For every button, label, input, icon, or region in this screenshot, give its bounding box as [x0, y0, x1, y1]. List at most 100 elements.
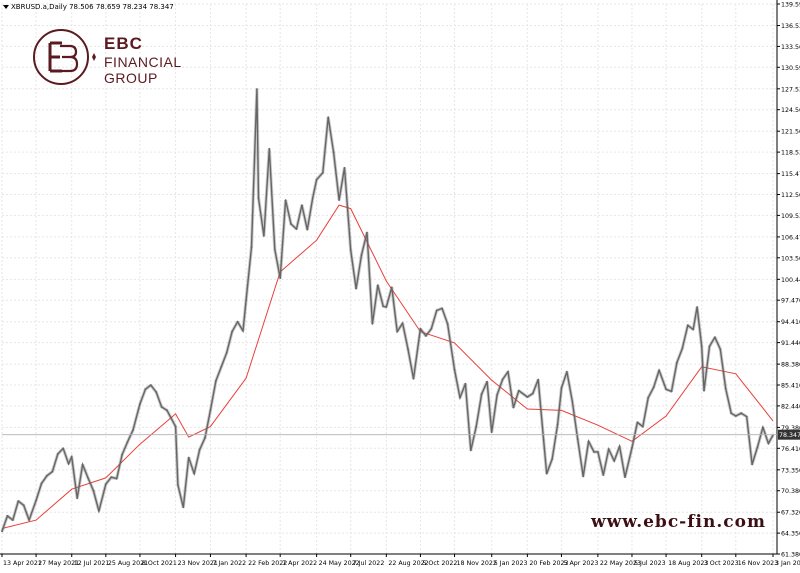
- x-tick-label: 22 Aug 2022: [388, 560, 428, 567]
- price-point: [571, 400, 574, 403]
- y-tick-label: 121.500: [781, 129, 800, 136]
- price-point: [376, 284, 379, 287]
- price-point: [412, 377, 415, 380]
- price-point: [81, 463, 84, 466]
- price-point: [385, 306, 388, 308]
- x-tick-label: 3 Jan 2024: [775, 560, 800, 567]
- y-tick-label: 136.530: [781, 23, 800, 30]
- price-point: [475, 425, 478, 428]
- price-point: [676, 361, 678, 364]
- price-point: [198, 448, 201, 451]
- price-point: [446, 323, 449, 325]
- price-point: [225, 351, 228, 354]
- price-point: [1, 530, 3, 533]
- price-point: [459, 396, 461, 399]
- price-point: [745, 415, 748, 418]
- price-point: [480, 393, 483, 396]
- price-point: [279, 277, 282, 280]
- y-tick-label: 100.440: [781, 277, 800, 284]
- y-tick-label: 70.380: [781, 488, 800, 495]
- price-point: [160, 406, 163, 408]
- price-point: [371, 323, 374, 325]
- x-tick-label: 12 Jul 2021: [74, 560, 110, 567]
- price-point: [284, 199, 287, 202]
- price-point: [250, 246, 253, 249]
- price-point: [92, 489, 95, 492]
- price-point: [215, 380, 217, 382]
- price-point: [486, 380, 488, 383]
- chart-symbol-header[interactable]: XBRUSD.a,Daily 78.506 78.659 78.234 78.3…: [3, 3, 174, 11]
- y-tick-label: 67.320: [781, 510, 800, 517]
- price-point: [537, 378, 540, 381]
- x-tick-label: 3 Oct 2023: [704, 560, 739, 567]
- price-point: [360, 254, 363, 256]
- y-tick-label: 103.500: [781, 255, 800, 262]
- price-point: [587, 440, 590, 443]
- price-point: [730, 412, 733, 415]
- x-tick-label: 27 May 2021: [38, 560, 79, 567]
- x-tick-label: 18 Aug 2023: [668, 560, 708, 567]
- moving-average-layer: [1, 204, 774, 529]
- price-point: [338, 199, 340, 202]
- price-point: [121, 453, 123, 456]
- y-tick-label: 73.350: [781, 467, 800, 474]
- x-tick-label: 22 Feb 2022: [248, 560, 287, 567]
- price-point: [245, 299, 248, 301]
- price-point: [696, 306, 698, 308]
- x-tick-label: 5 Jan 2023: [494, 560, 528, 567]
- price-point: [126, 441, 129, 443]
- price-point: [155, 391, 158, 393]
- price-point: [556, 423, 559, 426]
- y-tick-label: 82.440: [781, 403, 800, 410]
- price-point: [104, 483, 107, 486]
- price-point: [256, 88, 258, 90]
- price-point: [390, 286, 393, 289]
- price-point: [144, 388, 147, 391]
- x-tick-label: 5 Oct 2022: [422, 560, 457, 567]
- x-tick-label: 7 Jan 2022: [212, 560, 246, 567]
- price-point: [231, 330, 234, 333]
- price-point: [566, 370, 568, 373]
- price-point: [382, 305, 385, 308]
- y-tick-label: 115.470: [781, 171, 800, 178]
- x-tick-label: 5 Jul 2023: [634, 560, 666, 567]
- price-point: [512, 406, 515, 409]
- dropdown-arrow-icon[interactable]: [3, 5, 9, 9]
- price-point: [98, 510, 100, 512]
- price-point: [700, 345, 703, 348]
- price-point: [242, 330, 244, 332]
- price-point: [724, 387, 727, 390]
- y-tick-label: 94.410: [781, 319, 800, 326]
- price-point: [631, 446, 633, 449]
- price-point: [652, 386, 655, 389]
- price-point: [6, 515, 9, 517]
- price-point: [665, 388, 667, 391]
- price-point: [526, 396, 529, 398]
- price-point: [40, 482, 43, 485]
- y-tick-label: 85.410: [781, 383, 800, 390]
- price-point: [51, 470, 54, 473]
- price-point: [332, 151, 335, 154]
- y-tick-label: 130.590: [781, 65, 800, 72]
- y-tick-label: 112.500: [781, 192, 800, 199]
- price-point: [193, 472, 196, 475]
- price-point: [35, 499, 37, 502]
- price-point: [311, 197, 314, 199]
- price-point: [17, 500, 20, 502]
- price-point: [174, 425, 177, 428]
- price-point: [551, 458, 554, 460]
- price-point: [740, 412, 743, 415]
- price-point: [349, 249, 352, 252]
- price-point: [531, 392, 534, 395]
- price-point: [187, 456, 190, 459]
- price-point: [132, 429, 134, 431]
- price-point: [501, 378, 504, 381]
- price-point: [542, 439, 545, 441]
- y-tick-label: 88.380: [781, 362, 800, 369]
- price-point: [453, 368, 456, 371]
- price-point: [714, 336, 716, 339]
- price-point: [469, 449, 472, 452]
